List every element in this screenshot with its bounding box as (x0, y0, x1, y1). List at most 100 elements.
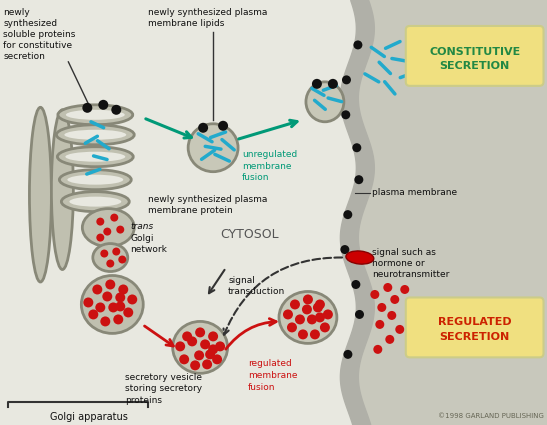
Circle shape (117, 226, 124, 234)
Text: Golgi apparatus: Golgi apparatus (50, 412, 129, 422)
Ellipse shape (66, 152, 125, 162)
Circle shape (370, 290, 379, 299)
Circle shape (400, 285, 409, 294)
Circle shape (98, 100, 108, 110)
Circle shape (302, 304, 312, 314)
Circle shape (83, 103, 92, 113)
Circle shape (303, 295, 313, 304)
Text: signal such as
hormone or
neurotransmitter: signal such as hormone or neurotransmitt… (372, 247, 449, 279)
Ellipse shape (65, 130, 126, 140)
Circle shape (111, 105, 121, 115)
Circle shape (182, 332, 192, 341)
Circle shape (290, 300, 300, 309)
Text: SECRETION: SECRETION (440, 332, 510, 343)
Circle shape (202, 360, 212, 369)
Circle shape (92, 284, 102, 295)
Text: newly synthesized plasma
membrane protein: newly synthesized plasma membrane protei… (148, 195, 267, 215)
Circle shape (106, 280, 115, 289)
Circle shape (106, 260, 114, 267)
Circle shape (320, 323, 330, 332)
Circle shape (194, 350, 204, 360)
Circle shape (351, 280, 360, 289)
Circle shape (344, 210, 352, 219)
Text: Golgi
network: Golgi network (130, 234, 167, 254)
Circle shape (283, 309, 293, 320)
Circle shape (295, 314, 305, 324)
Circle shape (88, 309, 98, 320)
Circle shape (187, 337, 197, 346)
Text: REGULATED: REGULATED (438, 317, 511, 327)
Circle shape (208, 344, 218, 354)
Ellipse shape (57, 147, 133, 167)
Circle shape (175, 341, 185, 351)
Ellipse shape (67, 175, 123, 185)
Circle shape (195, 327, 205, 337)
Circle shape (315, 300, 325, 309)
Circle shape (110, 214, 118, 221)
Ellipse shape (58, 105, 133, 125)
Circle shape (205, 349, 215, 360)
Ellipse shape (69, 197, 121, 207)
Ellipse shape (279, 292, 337, 343)
Ellipse shape (30, 107, 51, 282)
Text: plasma membrane: plasma membrane (372, 188, 457, 197)
Ellipse shape (61, 192, 129, 212)
Circle shape (190, 360, 200, 370)
Text: CONSTITUTIVE: CONSTITUTIVE (429, 47, 520, 57)
Ellipse shape (56, 125, 134, 145)
Circle shape (342, 75, 351, 84)
Ellipse shape (60, 170, 131, 190)
Circle shape (218, 121, 228, 131)
Circle shape (383, 283, 392, 292)
Text: ©1998 GARLAND PUBLISHING: ©1998 GARLAND PUBLISHING (438, 413, 544, 419)
Circle shape (198, 123, 208, 133)
Ellipse shape (83, 209, 134, 246)
Circle shape (100, 317, 110, 326)
Circle shape (377, 303, 386, 312)
Circle shape (313, 303, 323, 312)
Circle shape (353, 40, 363, 49)
Circle shape (323, 309, 333, 320)
Ellipse shape (66, 110, 125, 120)
Circle shape (312, 79, 322, 89)
Circle shape (96, 218, 104, 226)
Circle shape (215, 341, 225, 351)
Circle shape (391, 295, 399, 304)
Text: newly
synthesized
soluble proteins
for constitutive
secretion: newly synthesized soluble proteins for c… (3, 8, 76, 61)
Circle shape (373, 345, 382, 354)
Circle shape (395, 325, 404, 334)
Circle shape (115, 292, 125, 303)
Circle shape (112, 247, 120, 255)
Circle shape (212, 354, 222, 364)
Text: newly synthesized plasma
membrane lipids: newly synthesized plasma membrane lipids (148, 8, 267, 28)
Circle shape (102, 292, 112, 301)
Ellipse shape (93, 244, 128, 272)
FancyBboxPatch shape (406, 298, 544, 357)
Ellipse shape (173, 321, 228, 373)
Ellipse shape (188, 124, 238, 172)
Circle shape (328, 79, 338, 89)
Text: signal
transduction: signal transduction (228, 275, 286, 296)
Circle shape (344, 350, 352, 359)
Circle shape (310, 329, 320, 340)
Circle shape (103, 228, 111, 235)
Circle shape (100, 249, 108, 258)
Circle shape (118, 255, 126, 264)
Circle shape (118, 284, 128, 295)
FancyBboxPatch shape (406, 26, 544, 86)
Text: unregulated
membrane
fusion: unregulated membrane fusion (242, 150, 298, 182)
Circle shape (83, 298, 94, 307)
Circle shape (387, 311, 396, 320)
Circle shape (315, 312, 325, 323)
Text: secretory vesicle
storing secretory
proteins: secretory vesicle storing secretory prot… (125, 373, 202, 405)
Text: trans: trans (130, 221, 154, 231)
Circle shape (208, 332, 218, 341)
Circle shape (375, 320, 385, 329)
Ellipse shape (82, 275, 143, 333)
Circle shape (298, 329, 308, 340)
Circle shape (108, 303, 118, 312)
Circle shape (385, 335, 394, 344)
Circle shape (123, 307, 133, 317)
Circle shape (354, 175, 363, 184)
Text: regulated
membrane
fusion: regulated membrane fusion (248, 360, 298, 392)
